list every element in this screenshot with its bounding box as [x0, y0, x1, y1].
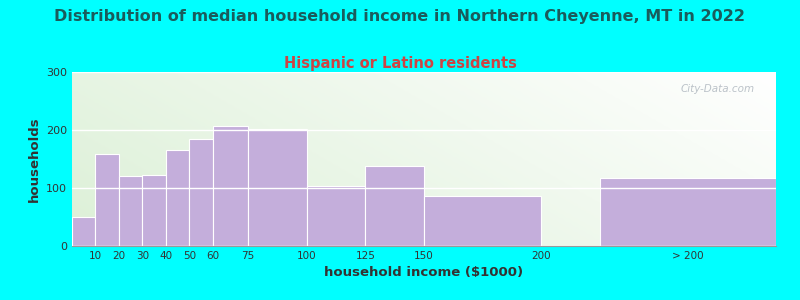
Bar: [119, 176, 142, 246]
X-axis label: household income ($1000): household income ($1000): [325, 266, 523, 279]
Bar: [424, 196, 542, 246]
Bar: [600, 178, 776, 246]
Bar: [72, 217, 95, 246]
Bar: [306, 186, 366, 246]
Bar: [366, 166, 424, 246]
Text: Distribution of median household income in Northern Cheyenne, MT in 2022: Distribution of median household income …: [54, 9, 746, 24]
Text: Hispanic or Latino residents: Hispanic or Latino residents: [283, 56, 517, 70]
Bar: [95, 154, 119, 246]
Bar: [248, 129, 306, 246]
Y-axis label: households: households: [27, 116, 41, 202]
Bar: [190, 139, 213, 246]
Text: City-Data.com: City-Data.com: [681, 84, 755, 94]
Bar: [213, 126, 248, 246]
Bar: [142, 175, 166, 246]
Bar: [166, 150, 190, 246]
